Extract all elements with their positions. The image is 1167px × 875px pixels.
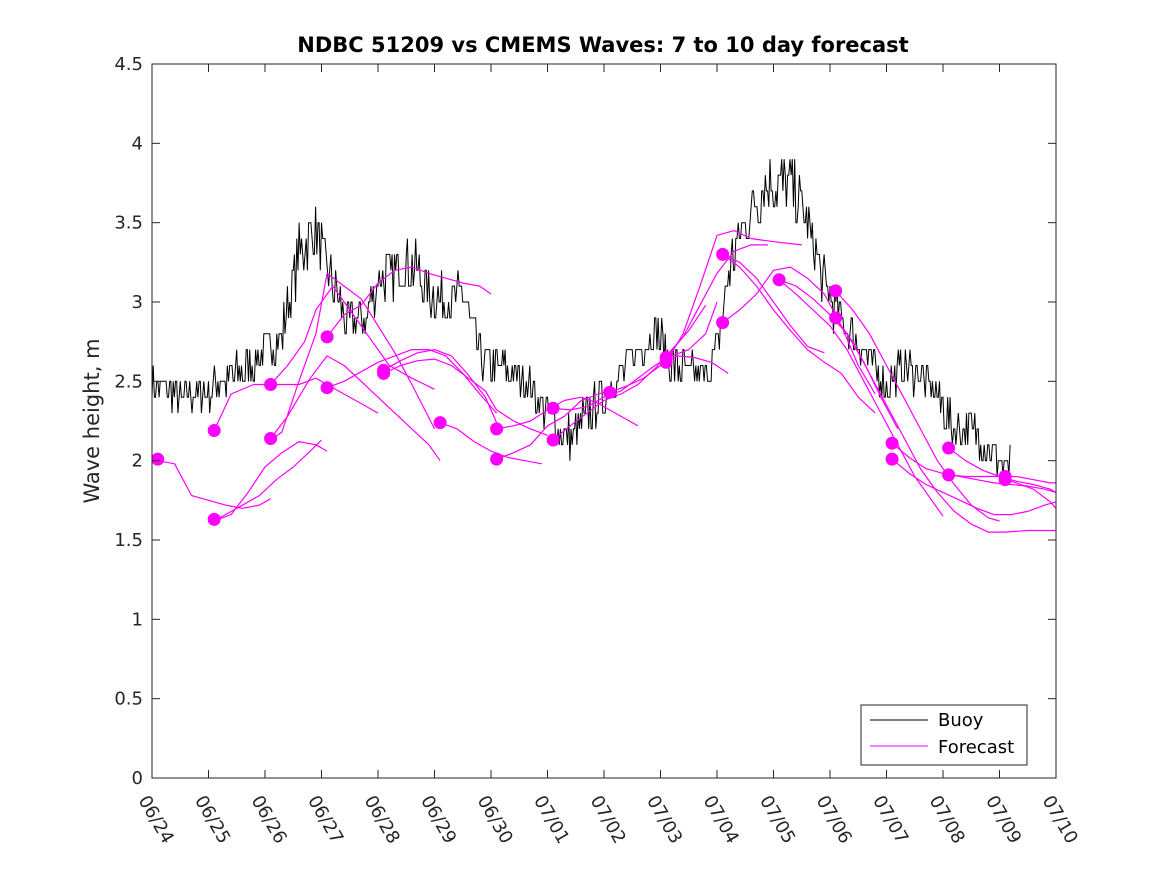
forecast-line-18 bbox=[665, 230, 802, 363]
forecast-start-marker bbox=[490, 452, 504, 466]
forecast-start-marker bbox=[603, 385, 617, 399]
forecast-line-4 bbox=[213, 439, 322, 522]
y-tick-label: 4 bbox=[132, 133, 143, 154]
forecast-start-marker bbox=[433, 416, 447, 430]
forecast-line-22 bbox=[722, 253, 876, 414]
forecast-line-23 bbox=[778, 279, 899, 430]
forecast-line-19 bbox=[665, 244, 768, 358]
y-tick-label: 4.5 bbox=[114, 54, 143, 75]
forecast-start-marker bbox=[207, 424, 221, 437]
forecast-start-marker bbox=[264, 432, 278, 445]
forecast-start-marker bbox=[207, 512, 221, 526]
y-tick-label: 2 bbox=[132, 451, 143, 472]
forecast-line-12 bbox=[439, 422, 543, 465]
forecast-line-28 bbox=[891, 458, 1056, 516]
forecast-line-6 bbox=[270, 285, 435, 390]
forecast-start-marker bbox=[829, 284, 843, 298]
forecast-line-21 bbox=[722, 266, 876, 395]
forecast-start-marker bbox=[885, 436, 899, 450]
forecast-start-marker bbox=[546, 401, 560, 415]
forecast-line-2 bbox=[213, 377, 379, 431]
buoy-series-line bbox=[152, 159, 1011, 477]
forecast-start-marker bbox=[998, 473, 1012, 487]
y-tick-label: 2.5 bbox=[114, 371, 143, 392]
y-tick-label: 3.5 bbox=[114, 213, 143, 234]
y-tick-label: 0 bbox=[132, 768, 143, 789]
forecast-start-marker bbox=[942, 441, 956, 455]
plot-area bbox=[152, 159, 1056, 533]
y-tick-label: 0.5 bbox=[114, 689, 143, 710]
y-tick-label: 1.5 bbox=[114, 530, 143, 551]
legend: Buoy Forecast bbox=[860, 704, 1028, 766]
forecast-line-24 bbox=[778, 279, 944, 517]
forecast-line-14 bbox=[496, 388, 616, 460]
y-tick-label: 1 bbox=[132, 609, 143, 630]
forecast-line-3 bbox=[213, 441, 328, 522]
chart-title: NDBC 51209 vs CMEMS Waves: 7 to 10 day f… bbox=[297, 33, 908, 57]
forecast-start-marker bbox=[829, 311, 843, 325]
forecast-line-5 bbox=[270, 272, 436, 441]
legend-forecast-label: Forecast bbox=[938, 737, 1014, 758]
forecast-line-26 bbox=[835, 317, 1056, 533]
y-axis-title: Wave height, m bbox=[80, 338, 104, 503]
forecast-start-marker bbox=[377, 366, 391, 380]
forecast-start-marker bbox=[716, 247, 730, 261]
y-tick-label: 3 bbox=[132, 292, 143, 313]
forecast-start-marker bbox=[546, 433, 560, 447]
forecast-start-marker bbox=[320, 330, 334, 344]
forecast-start-marker bbox=[659, 355, 673, 369]
forecast-start-marker bbox=[490, 422, 504, 436]
forecast-line-25 bbox=[835, 290, 1000, 522]
forecast-line-8 bbox=[326, 266, 492, 338]
forecast-line-16 bbox=[553, 301, 718, 411]
forecast-line-9 bbox=[326, 349, 498, 414]
forecast-start-marker bbox=[942, 468, 956, 482]
forecast-line-31 bbox=[1004, 479, 1056, 509]
forecast-line-27 bbox=[891, 442, 1056, 493]
forecast-start-marker bbox=[772, 273, 786, 287]
forecast-start-marker bbox=[885, 452, 899, 466]
forecast-start-marker bbox=[152, 452, 165, 466]
forecast-line-1 bbox=[157, 460, 271, 509]
forecast-line-7 bbox=[270, 355, 441, 462]
forecast-start-marker bbox=[716, 316, 730, 330]
legend-box bbox=[860, 704, 1028, 766]
forecast-start-marker bbox=[320, 381, 334, 395]
legend-buoy-label: Buoy bbox=[938, 710, 984, 731]
forecast-line-13 bbox=[496, 396, 639, 430]
forecast-line-20 bbox=[722, 253, 825, 354]
forecast-line-10 bbox=[383, 349, 498, 423]
forecast-start-marker bbox=[264, 378, 278, 391]
